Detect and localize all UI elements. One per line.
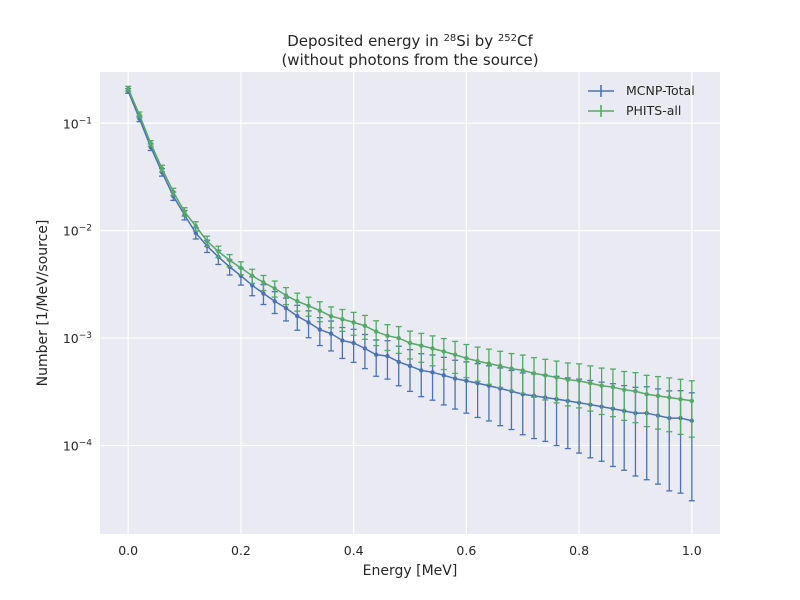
chart-title-line1: Deposited energy in 28Si by 252Cf (287, 32, 533, 50)
data-point (261, 280, 266, 285)
data-point (497, 363, 503, 369)
data-point (249, 283, 255, 288)
legend-label-phits-all: PHITS-all (626, 103, 681, 118)
data-point (351, 340, 356, 346)
data-point (340, 316, 345, 322)
data-point (306, 320, 311, 325)
x-tick-label: 0.0 (118, 543, 138, 558)
y-tick-labels: 10−4 10−3 10−2 10−1 (63, 116, 92, 453)
data-point (520, 368, 525, 373)
data-point (317, 327, 323, 332)
data-point (407, 340, 413, 346)
data-point (385, 333, 390, 339)
data-point (452, 352, 458, 357)
data-point (373, 352, 379, 357)
data-point (328, 331, 334, 336)
data-point (340, 338, 345, 343)
data-point (621, 387, 627, 393)
data-point (272, 286, 277, 291)
data-point (159, 166, 165, 171)
y-axis-label: Number [1/MeV/source] (35, 220, 51, 387)
data-point (295, 299, 300, 304)
data-point (216, 249, 221, 254)
data-point (227, 258, 232, 263)
data-point (464, 378, 469, 384)
data-point (362, 323, 368, 329)
series-layer (125, 85, 695, 502)
data-point (283, 293, 289, 298)
data-point (430, 346, 435, 351)
legend: MCNP-Total PHITS-all (588, 83, 695, 118)
data-point (182, 209, 187, 214)
data-point (475, 381, 480, 386)
x-tick-label: 0.8 (569, 543, 589, 558)
x-tick-label: 0.6 (456, 543, 476, 558)
data-point (531, 371, 537, 376)
data-point (633, 389, 638, 394)
data-point (543, 373, 548, 378)
data-point (667, 395, 672, 400)
data-point (272, 299, 277, 304)
data-point (475, 358, 480, 364)
y-tick-label: 10−2 (63, 224, 92, 239)
data-point (137, 112, 142, 117)
data-point (441, 349, 447, 354)
x-tick-label: 0.2 (231, 543, 251, 558)
data-point (396, 359, 401, 365)
data-point (430, 370, 435, 375)
data-point (599, 383, 604, 388)
data-point (373, 329, 379, 334)
x-tick-labels: 0.0 0.2 0.4 0.6 0.8 1.0 (118, 543, 702, 558)
data-point (588, 381, 593, 386)
data-point (261, 291, 266, 296)
data-point (689, 398, 695, 404)
x-tick-label: 0.4 (344, 543, 364, 558)
data-point (407, 363, 413, 369)
x-tick-label: 1.0 (682, 543, 702, 558)
data-point (193, 230, 199, 236)
data-point (385, 353, 390, 359)
data-point (576, 378, 582, 384)
data-point (644, 392, 649, 397)
data-point (193, 224, 199, 229)
data-point (486, 361, 492, 366)
data-point (565, 377, 571, 382)
data-point (509, 366, 514, 371)
y-tick-label: 10−3 (63, 331, 92, 346)
plot-area (100, 72, 720, 534)
y-tick-label: 10−1 (63, 116, 92, 131)
data-point (441, 373, 447, 378)
data-point (171, 189, 176, 195)
data-point (419, 368, 424, 373)
data-point (238, 265, 244, 271)
data-point (678, 396, 683, 402)
data-point (351, 320, 356, 325)
data-point (452, 376, 458, 381)
data-point (419, 343, 424, 348)
y-tick-label: 10−4 (63, 438, 92, 453)
grid (100, 72, 720, 534)
chart-title-line2: (without photons from the source) (281, 51, 538, 69)
legend-label-mcnp-total: MCNP-Total (626, 83, 695, 98)
data-point (204, 238, 210, 244)
data-point (396, 335, 401, 341)
data-point (328, 313, 334, 319)
x-axis-label: Energy [MeV] (363, 563, 458, 579)
data-point (249, 273, 255, 279)
data-point (655, 393, 661, 399)
data-point (554, 375, 559, 380)
data-point (148, 141, 153, 146)
data-point (610, 384, 616, 390)
series-phits-all (125, 85, 695, 438)
data-point (295, 313, 300, 319)
data-point (125, 86, 131, 91)
data-point (306, 303, 311, 308)
data-point (317, 308, 323, 313)
data-point (283, 305, 289, 311)
data-point (362, 346, 368, 351)
data-point (464, 355, 469, 361)
